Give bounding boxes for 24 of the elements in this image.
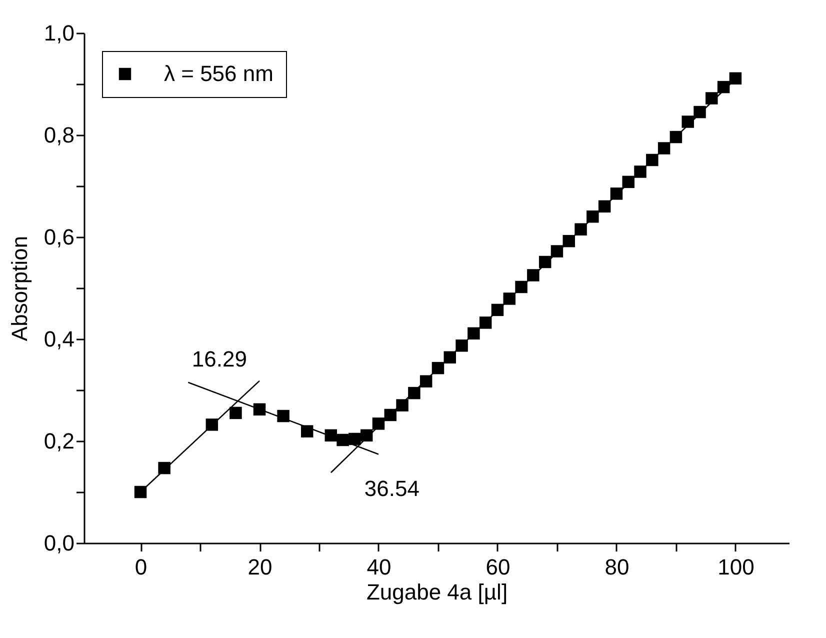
y-tick-label: 0,8 — [44, 122, 74, 148]
x-tick-label: 0 — [134, 554, 148, 580]
y-axis-title: Absorption — [6, 236, 32, 342]
point — [230, 406, 242, 420]
point — [396, 399, 408, 412]
x-tick-label: 40 — [366, 554, 392, 580]
y-tick-label: 0,4 — [44, 326, 74, 352]
x-tick-label: 60 — [486, 554, 510, 580]
x-tick-label: 80 — [604, 554, 630, 580]
x-tick-label: 100 — [718, 554, 754, 580]
x-tick-label: 20 — [248, 554, 272, 580]
point — [348, 432, 361, 446]
legend-label: λ = 556 nm — [164, 61, 274, 86]
point — [456, 340, 468, 352]
point — [682, 116, 694, 128]
annotation: 36.54 — [364, 476, 420, 502]
point — [527, 269, 540, 282]
y-tick-label: 0,2 — [44, 428, 74, 454]
y-tick-label: 1,0 — [44, 20, 74, 46]
y-tick-label: 0,0 — [44, 530, 74, 556]
annotation: 16.29 — [192, 346, 247, 372]
point — [706, 92, 718, 104]
x-axis-title: Zugabe 4a [µl] — [366, 580, 508, 604]
y-tick-label: 0,6 — [44, 224, 74, 250]
